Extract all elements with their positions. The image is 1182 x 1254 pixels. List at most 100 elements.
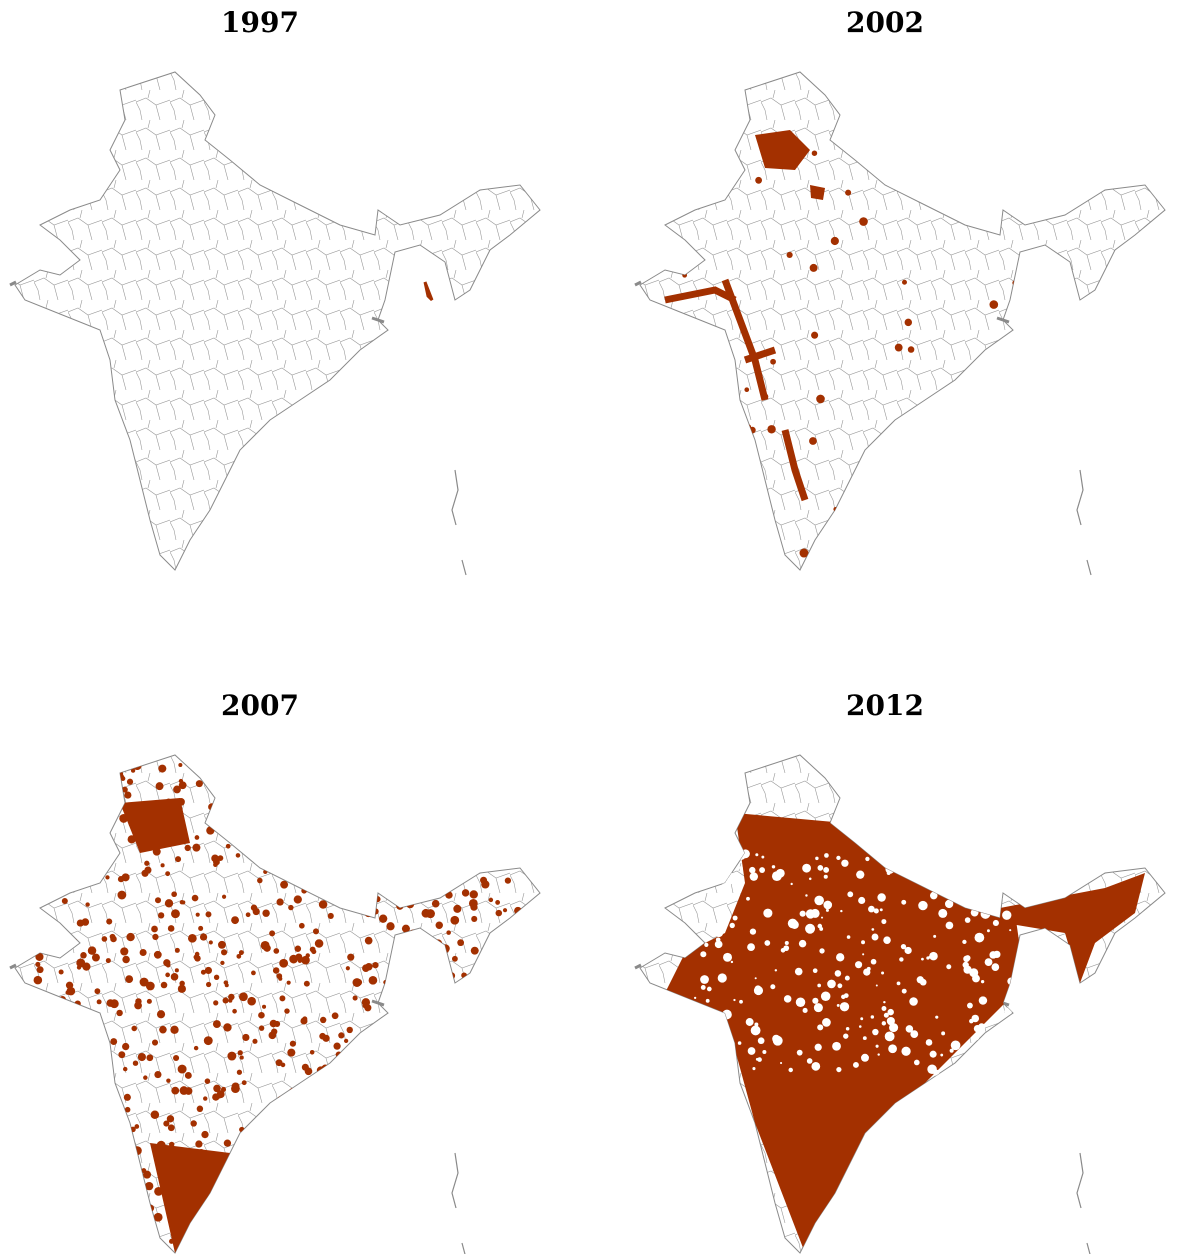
gap	[748, 943, 753, 948]
coverage-dot	[91, 1057, 99, 1065]
coverage-dot	[379, 1083, 385, 1089]
coverage-dot	[1120, 266, 1128, 275]
coverage-dot	[268, 1185, 277, 1193]
coverage-dot	[122, 1066, 128, 1072]
coverage-dot	[364, 1125, 372, 1133]
coverage-dot	[102, 794, 109, 800]
coverage-dot	[382, 881, 390, 889]
coverage-dot	[97, 1126, 104, 1133]
coverage-dot	[470, 1127, 478, 1136]
coverage-dot	[90, 1195, 97, 1202]
coverage-dot	[959, 429, 965, 436]
coverage-dot	[502, 779, 508, 784]
coverage-dot	[279, 995, 286, 1002]
coverage-dot	[475, 843, 481, 849]
coverage-dot	[72, 855, 79, 862]
coverage-dot	[59, 808, 64, 813]
coverage-dot	[469, 890, 478, 899]
coverage-dot	[78, 1110, 85, 1116]
coverage-dot	[433, 807, 438, 812]
coverage-dot	[208, 813, 216, 821]
coverage-dot	[408, 932, 416, 940]
coverage-dot	[338, 1150, 345, 1156]
coverage-dot	[415, 789, 423, 797]
coverage-dot	[141, 869, 149, 877]
coverage-dot	[479, 1121, 484, 1127]
coverage-dot	[451, 1114, 456, 1119]
coverage-dot	[288, 1087, 298, 1096]
coverage-dot	[238, 950, 244, 956]
gap	[761, 855, 765, 859]
coverage-dot	[91, 1063, 97, 1069]
coverage-dot	[297, 958, 302, 963]
coverage-dot	[930, 403, 936, 409]
coverage-dot	[280, 880, 289, 889]
gap	[870, 958, 877, 965]
gap	[984, 958, 993, 967]
coverage-dot	[60, 782, 67, 788]
coverage-dot	[137, 1052, 146, 1062]
coverage-dot	[205, 981, 212, 988]
coverage-dot	[153, 1212, 163, 1222]
coverage-dot	[277, 1226, 283, 1232]
gap	[916, 976, 924, 984]
coverage-dot	[212, 1020, 221, 1029]
coverage-dot	[474, 1201, 479, 1206]
coverage-area	[120, 798, 230, 1253]
coverage-dot	[445, 1131, 455, 1141]
coverage-dot	[342, 1221, 351, 1230]
coverage-dot	[333, 1042, 341, 1050]
coverage-dot	[343, 1139, 351, 1148]
coverage-dot	[154, 897, 162, 904]
coverage-dot	[309, 946, 316, 953]
gap	[868, 905, 875, 913]
coverage-dot	[323, 846, 329, 852]
coverage-dot	[160, 863, 165, 868]
coverage-dot	[347, 1044, 356, 1053]
gap	[881, 1006, 887, 1011]
coverage-dot	[217, 855, 224, 862]
coverage-dot	[81, 775, 88, 782]
coverage-dot	[473, 1156, 481, 1164]
coverage-dot	[495, 900, 501, 905]
coverage-dot	[437, 847, 447, 856]
gap	[909, 997, 918, 1006]
coverage-dot	[383, 1199, 391, 1208]
coverage-dot	[1088, 129, 1097, 138]
panels: 1997 2002 2007 2012	[10, 6, 1165, 1254]
coverage-dot	[239, 1145, 249, 1154]
coverage-dot	[470, 836, 477, 843]
gap	[695, 1035, 706, 1046]
map	[10, 72, 540, 575]
coverage-dot	[263, 784, 269, 790]
gap	[790, 920, 799, 929]
coverage-dot	[320, 1016, 327, 1024]
coverage-dot	[462, 1133, 471, 1142]
coverage-dot	[173, 1054, 180, 1062]
coverage-dot	[1081, 381, 1089, 389]
coverage-dot	[513, 940, 519, 945]
gap	[992, 893, 1003, 904]
coverage-dot	[349, 1054, 355, 1060]
gap	[941, 1031, 946, 1036]
coverage-dot	[289, 1040, 297, 1047]
coverage-dot	[449, 774, 457, 783]
coverage-dot	[452, 955, 458, 962]
coverage-dot	[478, 784, 486, 793]
coverage-dot	[396, 1071, 403, 1078]
coverage-dot	[343, 1166, 349, 1171]
coverage-dot	[375, 1116, 381, 1121]
coverage-dot	[320, 765, 326, 771]
coverage-dot	[163, 1120, 170, 1127]
gap	[862, 953, 865, 956]
coverage-dot	[294, 945, 302, 952]
coverage-dot	[239, 1055, 244, 1060]
coverage-dot	[205, 911, 212, 918]
gap	[938, 862, 948, 872]
coverage-dot	[231, 916, 239, 925]
coverage-dot	[245, 912, 251, 918]
gap	[825, 908, 829, 912]
coverage-dot	[448, 972, 456, 980]
gap	[966, 1002, 973, 1009]
coverage-dot	[464, 815, 471, 822]
